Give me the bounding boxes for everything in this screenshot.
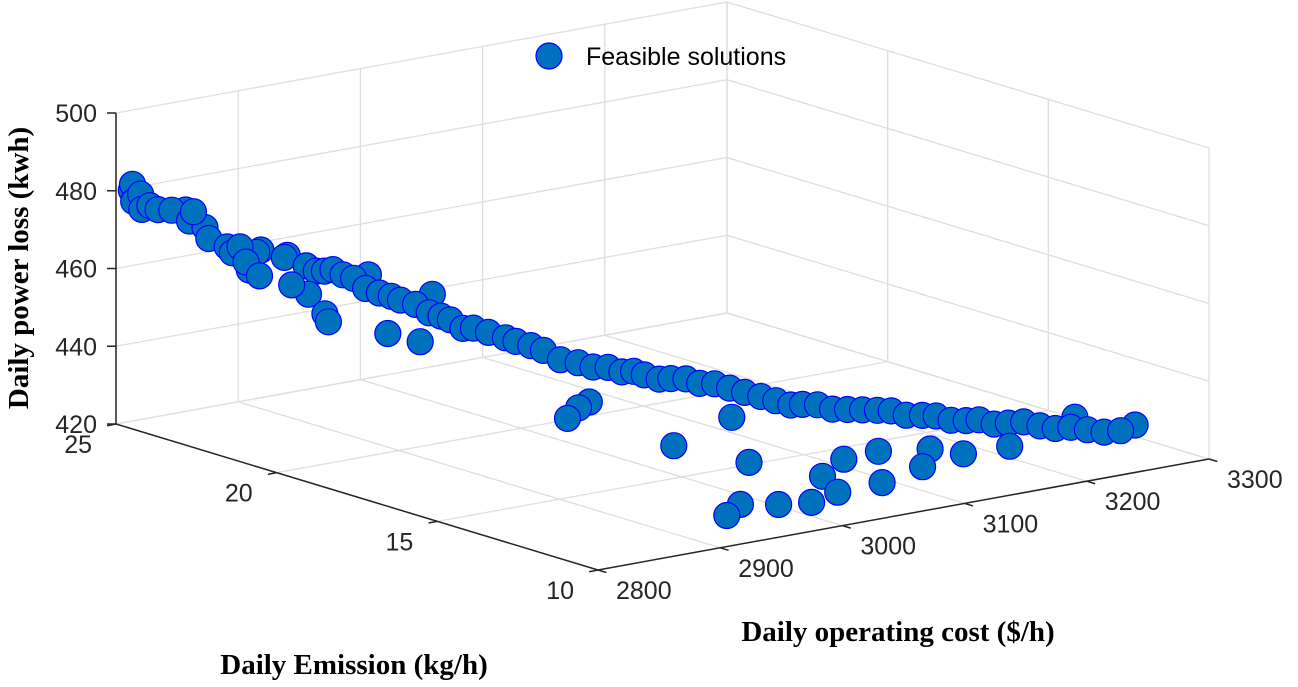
legend: Feasible solutions <box>535 42 786 71</box>
data-point <box>908 453 937 481</box>
data-point <box>864 437 893 465</box>
data-point <box>314 308 342 336</box>
grid-line-side-z <box>726 1 1210 149</box>
data-point <box>735 448 763 476</box>
z-tick-label: 420 <box>55 411 97 439</box>
z-tick-label: 440 <box>55 333 97 361</box>
data-point <box>1107 417 1135 445</box>
grid-line-side-z <box>726 156 1210 305</box>
z-tick-label: 500 <box>55 100 97 128</box>
data-point <box>764 490 793 519</box>
data-point <box>660 432 688 460</box>
x-axis-title: Daily operating cost ($/h) <box>741 616 1054 648</box>
grid-line-back-z <box>115 1 728 114</box>
data-point <box>797 488 826 516</box>
z-axis-title: Daily power loss (kwh) <box>3 127 35 409</box>
data-point <box>374 319 402 348</box>
data-point <box>179 198 208 226</box>
grid-line-floor-x <box>360 378 843 527</box>
legend-marker <box>535 42 563 70</box>
x-tick-mark <box>719 547 729 552</box>
grid-line-back-z <box>115 79 728 192</box>
z-tick-label: 460 <box>55 256 97 284</box>
y-tick-mark <box>267 471 277 476</box>
y-tick-label: 15 <box>386 528 414 556</box>
y-tick-label: 25 <box>64 431 92 459</box>
data-points <box>117 170 1149 530</box>
data-point <box>718 403 746 431</box>
x-tick-label: 3100 <box>983 510 1039 538</box>
x-tick-mark <box>597 569 607 574</box>
legend-label: Feasible solutions <box>586 43 786 71</box>
x-tick-mark <box>964 502 974 507</box>
y-tick-label: 20 <box>225 480 253 508</box>
data-point <box>553 404 582 432</box>
x-axis-line <box>597 458 1210 571</box>
grid-line-back-z <box>115 312 728 425</box>
x-tick-mark <box>1086 480 1096 485</box>
x-tick-mark <box>842 524 851 529</box>
x-tick-label: 3200 <box>1105 488 1161 516</box>
y-axis-line <box>115 423 599 571</box>
grid-line-side-z <box>726 79 1210 227</box>
data-point <box>830 445 858 473</box>
data-point <box>949 440 978 468</box>
z-tick-label: 480 <box>55 178 97 206</box>
axis-layer <box>107 112 1218 574</box>
data-point <box>278 271 306 299</box>
grid-line-floor-x <box>238 401 721 549</box>
data-point <box>824 478 852 506</box>
x-tick-label: 3000 <box>860 533 916 561</box>
data-point <box>245 262 274 290</box>
x-tick-mark <box>1208 458 1218 463</box>
data-point <box>996 432 1024 460</box>
y-tick-label: 10 <box>546 577 574 605</box>
grid-line-side-z <box>726 234 1210 382</box>
y-tick-mark <box>589 569 599 573</box>
data-point <box>713 501 741 530</box>
y-tick-mark <box>428 520 438 524</box>
data-point <box>868 469 896 497</box>
data-point <box>406 328 434 356</box>
y-axis-title: Daily Emission (kg/h) <box>220 649 488 681</box>
x-tick-label: 3300 <box>1227 466 1283 494</box>
x-tick-label: 2900 <box>738 555 794 583</box>
x-tick-label: 2800 <box>616 577 672 605</box>
